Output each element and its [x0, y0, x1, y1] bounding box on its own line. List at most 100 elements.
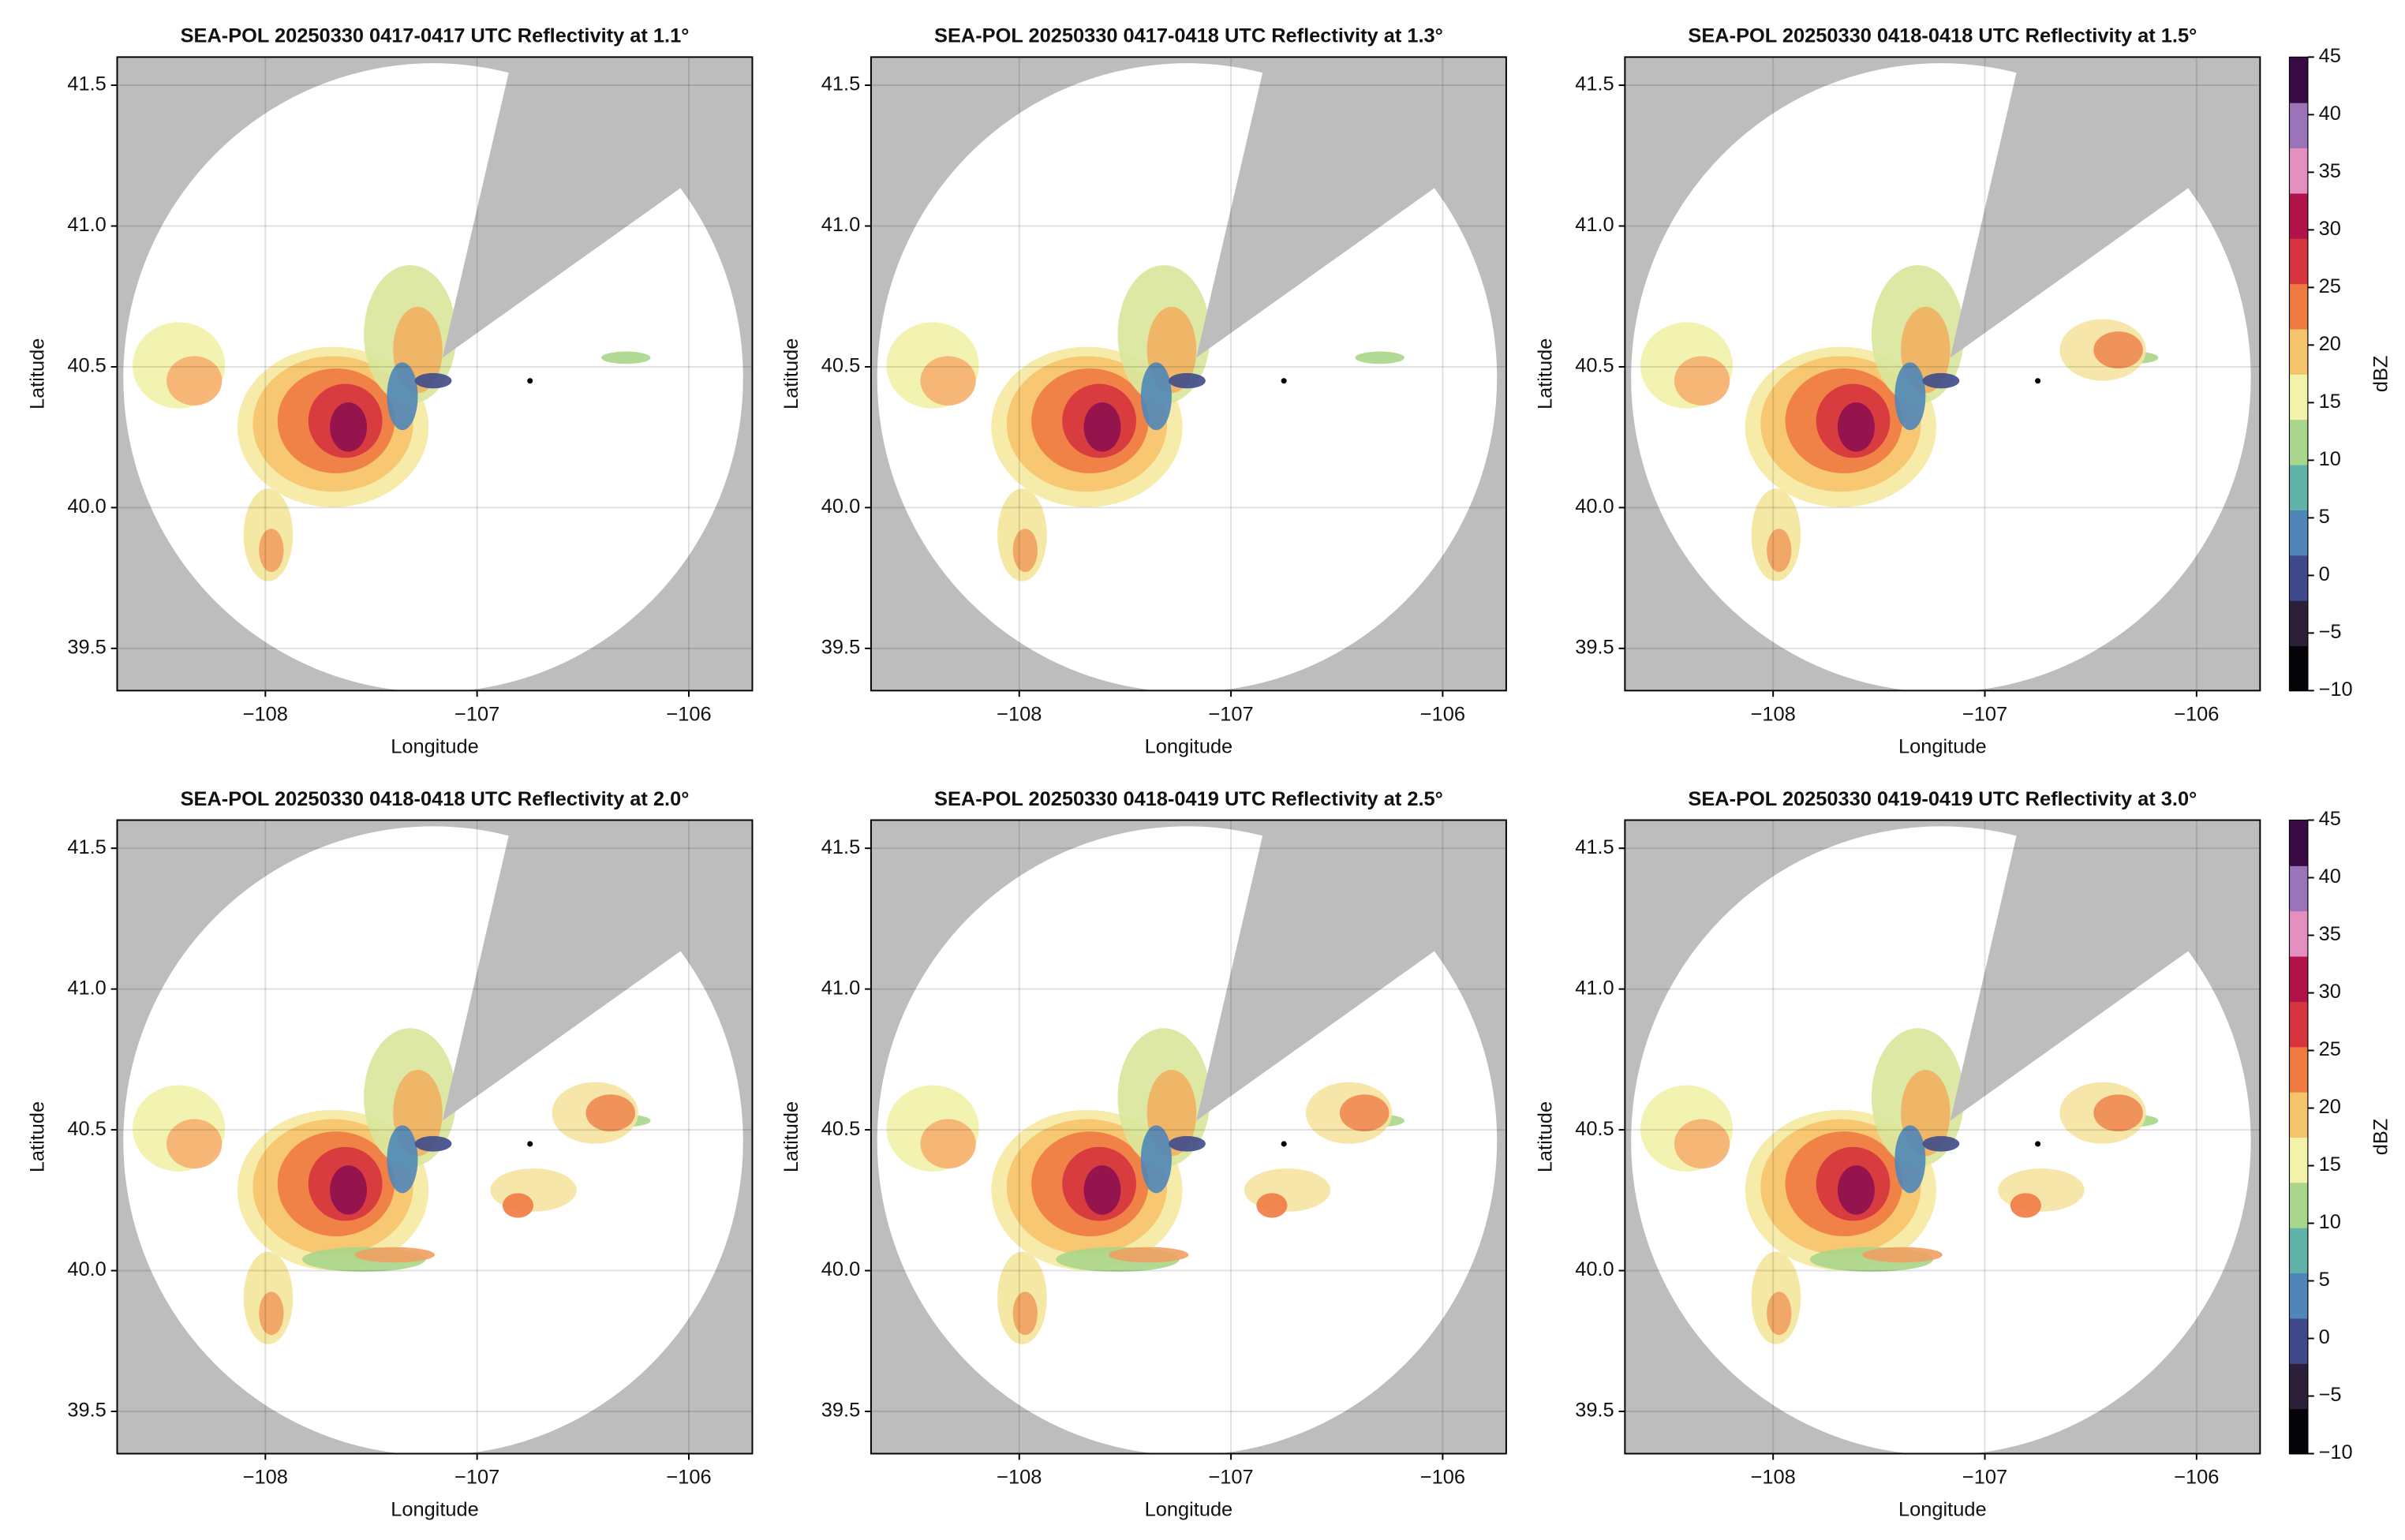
chart-title: SEA-POL 20250330 0419-0419 UTC Reflectiv… — [1688, 788, 2197, 810]
x-tick-label: −106 — [2174, 703, 2219, 725]
echo — [414, 372, 452, 389]
axes-frame — [870, 819, 1507, 1455]
y-axis-label: Latitude — [780, 1101, 802, 1172]
x-tick-label: −107 — [1208, 703, 1253, 725]
echo — [166, 1119, 223, 1169]
colorbar-frame — [2288, 819, 2309, 1455]
y-tick-label: 40.0 — [1575, 495, 1614, 518]
colorbar-tick-label: 5 — [2319, 506, 2330, 528]
x-tick-label: −106 — [1420, 703, 1465, 725]
map-area — [117, 57, 753, 691]
colorbar-swatch — [2289, 419, 2308, 465]
colorbar-tick-label: 10 — [2319, 1211, 2341, 1233]
colorbar-swatch — [2289, 1227, 2308, 1274]
echo — [1674, 356, 1730, 406]
y-tick-label: 40.0 — [821, 495, 860, 518]
colorbar-tick-label: 15 — [2319, 1153, 2341, 1176]
colorbar-swatch — [2289, 1182, 2308, 1228]
blocked-sector — [1950, 820, 2261, 1121]
echo — [920, 356, 976, 406]
colorbar-frame — [2288, 56, 2309, 691]
chart-title: SEA-POL 20250330 0418-0418 UTC Reflectiv… — [181, 788, 690, 810]
echo — [1083, 1165, 1121, 1215]
blocked-sector — [442, 820, 753, 1121]
colorbar-swatch — [2289, 192, 2308, 239]
echo — [1922, 372, 1960, 389]
y-tick-label: 40.5 — [67, 355, 106, 377]
axes-frame — [1624, 56, 2261, 692]
colorbar-swatch — [2289, 1318, 2308, 1364]
colorbar-swatch — [2289, 865, 2308, 912]
colorbar-swatch — [2289, 1362, 2308, 1410]
colorbar-swatch — [2289, 600, 2308, 646]
x-axis-label: Longitude — [391, 735, 479, 757]
colorbar-tick-label: 20 — [2319, 333, 2341, 355]
y-axis-label: Latitude — [1534, 1101, 1556, 1172]
chart-title: SEA-POL 20250330 0418-0418 UTC Reflectiv… — [1688, 25, 2197, 47]
colorbar-tick-label: 30 — [2319, 981, 2341, 1003]
echo — [1767, 1291, 1792, 1336]
colorbar-tick-label: 10 — [2319, 448, 2341, 470]
echo — [2093, 331, 2143, 369]
colorbar-swatch — [2289, 1273, 2308, 1319]
echo — [1169, 1136, 1206, 1152]
echo — [2010, 1193, 2041, 1218]
radar-site — [1281, 378, 1287, 384]
echo — [1767, 529, 1792, 572]
map-area — [117, 820, 753, 1454]
echo — [1083, 402, 1121, 452]
y-tick-label: 39.5 — [67, 637, 106, 659]
colorbar-swatch — [2289, 57, 2308, 103]
y-tick-label: 40.0 — [67, 495, 106, 518]
y-tick-label: 41.5 — [1575, 73, 1614, 95]
x-axis-label: Longitude — [1145, 735, 1233, 757]
colorbar-tick-label: 35 — [2319, 160, 2341, 182]
map-area — [870, 57, 1506, 691]
echo — [259, 1291, 284, 1336]
colorbar-tick-label: 0 — [2319, 563, 2330, 585]
colorbar-swatch — [2289, 373, 2308, 421]
y-tick-label: 41.0 — [821, 977, 860, 999]
echo — [1862, 1247, 1943, 1263]
y-tick-label: 41.0 — [1575, 977, 1614, 999]
echo — [414, 1136, 452, 1152]
y-tick-label: 40.0 — [1575, 1258, 1614, 1280]
echo — [1894, 362, 1926, 431]
colorbar-tick-label: 40 — [2319, 103, 2341, 125]
colorbar-swatch — [2289, 148, 2308, 194]
y-tick-label: 41.5 — [821, 73, 860, 95]
x-axis-label: Longitude — [391, 1499, 479, 1521]
y-axis-label: Latitude — [1534, 338, 1556, 409]
radar-site — [527, 378, 533, 384]
colorbar-tick-label: 45 — [2319, 808, 2341, 830]
y-axis-label: Latitude — [27, 1101, 49, 1172]
colorbar-tick-label: 25 — [2319, 275, 2341, 297]
y-tick-label: 39.5 — [821, 1400, 860, 1422]
echo — [1922, 1136, 1960, 1152]
y-tick-label: 39.5 — [1575, 1400, 1614, 1422]
radar-site — [2035, 1141, 2041, 1147]
colorbar-tick-label: 40 — [2319, 865, 2341, 888]
echo — [920, 1119, 976, 1169]
radar-site — [527, 1141, 533, 1147]
y-tick-label: 40.5 — [821, 355, 860, 377]
y-tick-label: 40.5 — [1575, 1118, 1614, 1140]
y-tick-label: 41.5 — [821, 836, 860, 858]
echo — [1169, 372, 1206, 389]
x-tick-label: −108 — [243, 1466, 288, 1488]
echo — [354, 1247, 435, 1263]
colorbar-swatch — [2289, 555, 2308, 601]
y-tick-label: 40.0 — [821, 1258, 860, 1280]
echo — [1894, 1125, 1926, 1194]
y-tick-label: 41.0 — [67, 977, 106, 999]
echo — [1674, 1119, 1730, 1169]
echo — [2093, 1094, 2143, 1132]
x-tick-label: −107 — [1962, 703, 2007, 725]
colorbar-swatch — [2289, 820, 2308, 866]
colorbar-tick-label: 15 — [2319, 391, 2341, 413]
colorbar-swatch — [2289, 283, 2308, 330]
colorbar-swatch — [2289, 955, 2308, 1002]
echo — [1012, 1291, 1038, 1336]
colorbar-tick-label: 25 — [2319, 1038, 2341, 1060]
